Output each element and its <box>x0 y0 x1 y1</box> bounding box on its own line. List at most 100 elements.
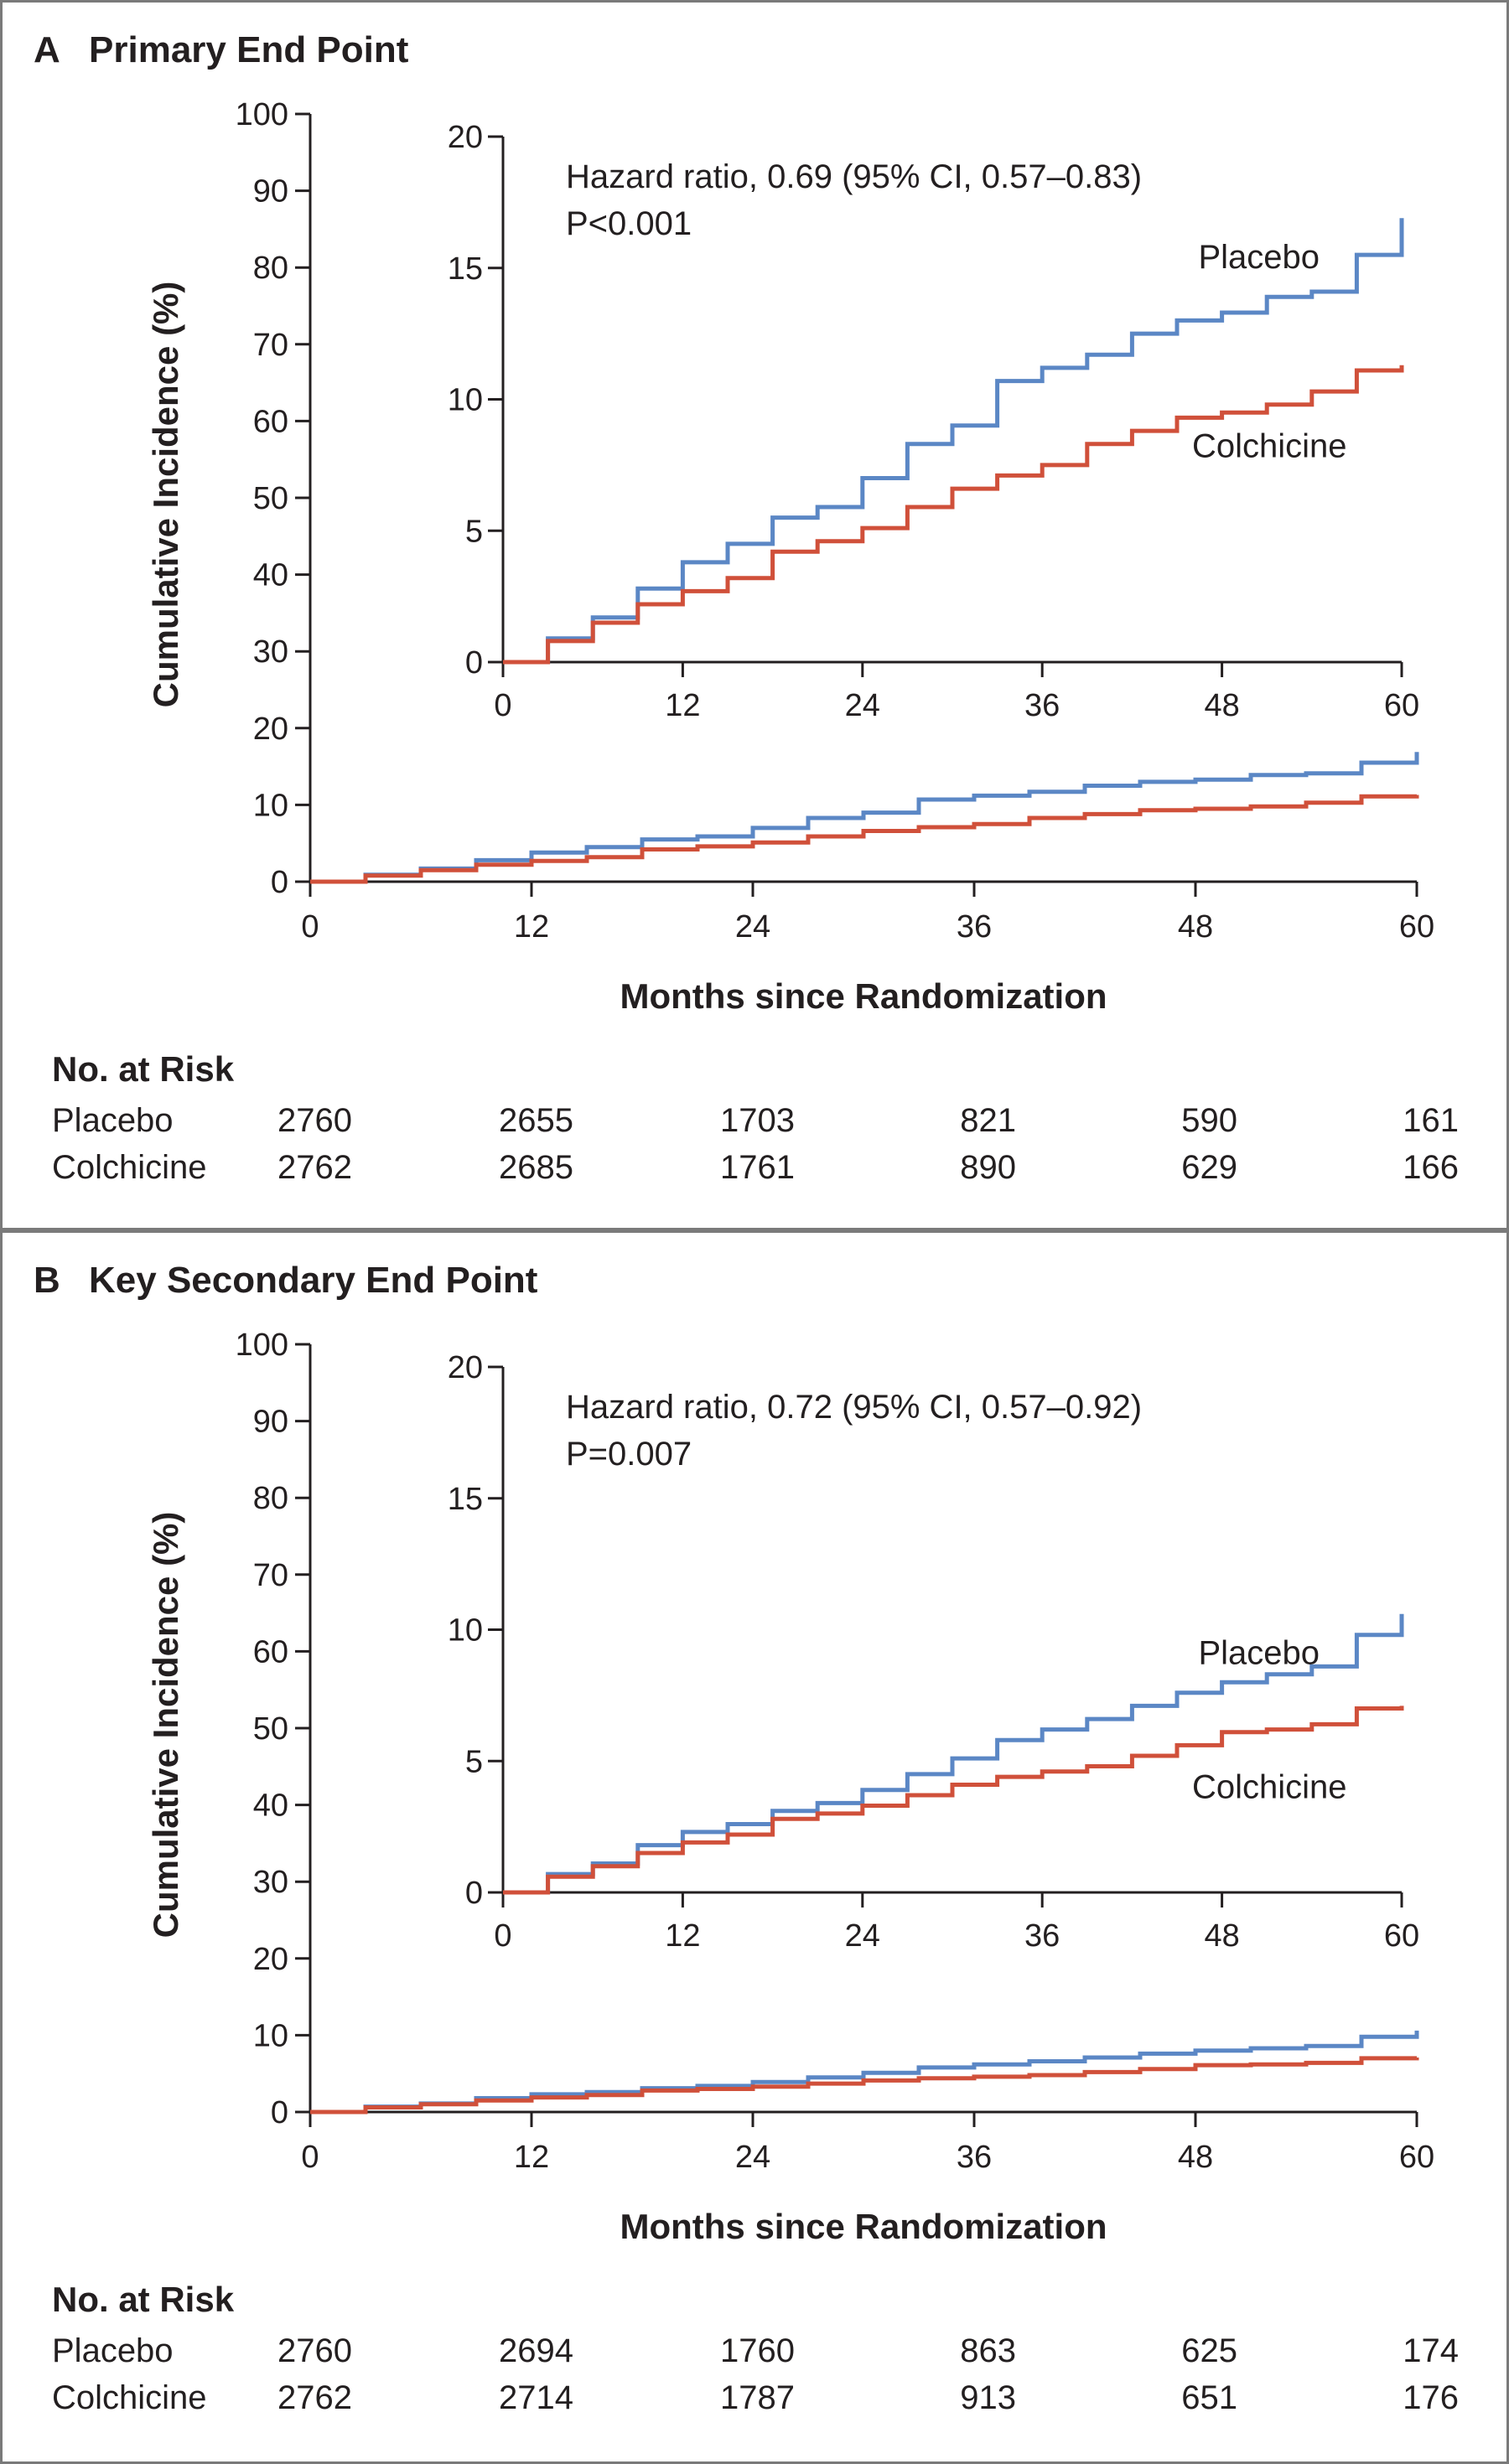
x-axis-title: Months since Randomization <box>620 2207 1107 2246</box>
panel-border <box>0 0 1509 1230</box>
inset-y-tick-label: 20 <box>448 120 483 155</box>
x-tick-label: 0 <box>301 2140 319 2175</box>
series-colchicine-line <box>310 794 1419 884</box>
x-tick-label: 12 <box>514 909 549 945</box>
y-tick-label: 40 <box>253 558 288 593</box>
panel-letter: B <box>34 1260 60 1301</box>
x-tick-label: 24 <box>735 2140 770 2175</box>
panel-letter: A <box>34 29 60 70</box>
risk-cell: 2762 <box>277 1149 352 1186</box>
placebo-label: Placebo <box>1198 1635 1320 1672</box>
y-tick-label: 80 <box>253 1481 288 1516</box>
y-tick-label: 90 <box>253 1405 288 1440</box>
y-tick-label: 100 <box>236 1328 288 1363</box>
x-axis-title: Months since Randomization <box>620 976 1107 1016</box>
risk-cell: 2762 <box>277 2379 352 2416</box>
inset-y-tick-label: 20 <box>448 1350 483 1385</box>
risk-row-label-colchicine: Colchicine <box>52 1149 207 1186</box>
y-axis-title: Cumulative Incidence (%) <box>146 282 185 708</box>
y-tick-label: 60 <box>253 1634 288 1669</box>
risk-cell: 890 <box>960 1149 1016 1186</box>
series-placebo-line <box>310 752 1419 884</box>
y-tick-label: 50 <box>253 1711 288 1747</box>
risk-cell: 1787 <box>720 2379 795 2416</box>
x-tick-label: 36 <box>957 2140 992 2175</box>
risk-row-label-colchicine: Colchicine <box>52 2379 207 2416</box>
inset-series-placebo-line <box>503 218 1404 665</box>
inset-x-tick-label: 60 <box>1384 1918 1419 1954</box>
risk-cell: 863 <box>960 2332 1016 2369</box>
y-tick-label: 70 <box>253 1558 288 1593</box>
inset-x-tick-label: 12 <box>665 688 700 723</box>
hazard-ratio-text: Hazard ratio, 0.72 (95% CI, 0.57–0.92) <box>566 1389 1142 1426</box>
risk-table-title: No. at Risk <box>52 1049 235 1089</box>
y-tick-label: 90 <box>253 174 288 210</box>
inset-y-tick-label: 5 <box>465 514 483 549</box>
colchicine-label: Colchicine <box>1192 1768 1347 1805</box>
inset-x-tick-label: 48 <box>1204 688 1239 723</box>
inset-y-tick-label: 10 <box>448 1613 483 1649</box>
series-placebo-line <box>310 2030 1419 2115</box>
risk-cell: 161 <box>1403 1102 1459 1139</box>
y-tick-label: 30 <box>253 1865 288 1900</box>
panel-a: A Primary End Point0102030405060708090100… <box>0 0 1509 1230</box>
y-tick-label: 70 <box>253 328 288 363</box>
y-tick-label: 40 <box>253 1788 288 1824</box>
panel-border <box>0 1230 1509 2464</box>
x-tick-label: 48 <box>1178 909 1213 945</box>
inset-x-tick-label: 0 <box>494 688 511 723</box>
risk-cell: 913 <box>960 2379 1016 2416</box>
risk-row-label-placebo: Placebo <box>52 1102 174 1139</box>
risk-cell: 2760 <box>277 2332 352 2369</box>
risk-cell: 2760 <box>277 1102 352 1139</box>
inset-y-tick-label: 10 <box>448 383 483 418</box>
risk-cell: 590 <box>1181 1102 1237 1139</box>
inset-x-tick-label: 36 <box>1024 1918 1060 1954</box>
x-tick-label: 12 <box>514 2140 549 2175</box>
y-tick-label: 80 <box>253 251 288 286</box>
inset-x-tick-label: 48 <box>1204 1918 1239 1954</box>
series-colchicine-line <box>310 2056 1419 2115</box>
risk-cell: 625 <box>1181 2332 1237 2369</box>
y-tick-label: 10 <box>253 2018 288 2053</box>
y-tick-label: 10 <box>253 788 288 823</box>
y-tick-label: 30 <box>253 634 288 670</box>
risk-cell: 2694 <box>499 2332 573 2369</box>
inset-y-tick-label: 15 <box>448 251 483 287</box>
p-value-text: P<0.001 <box>566 205 692 242</box>
inset-y-tick-label: 0 <box>465 1876 483 1911</box>
risk-cell: 2714 <box>499 2379 573 2416</box>
placebo-label: Placebo <box>1198 239 1320 276</box>
x-tick-label: 48 <box>1178 2140 1213 2175</box>
risk-cell: 1703 <box>720 1102 795 1139</box>
y-tick-label: 0 <box>271 865 288 900</box>
inset-x-tick-label: 24 <box>845 688 880 723</box>
x-tick-label: 0 <box>301 909 319 945</box>
panel-title: Key Secondary End Point <box>89 1260 538 1301</box>
inset-x-tick-label: 60 <box>1384 688 1419 723</box>
inset-x-tick-label: 12 <box>665 1918 700 1954</box>
risk-table-title: No. at Risk <box>52 2280 235 2319</box>
inset-y-tick-label: 15 <box>448 1482 483 1517</box>
y-tick-label: 0 <box>271 2095 288 2130</box>
p-value-text: P=0.007 <box>566 1436 692 1473</box>
inset-y-tick-label: 5 <box>465 1744 483 1779</box>
y-tick-label: 100 <box>236 97 288 132</box>
y-tick-label: 50 <box>253 481 288 516</box>
risk-cell: 2685 <box>499 1149 573 1186</box>
x-tick-label: 24 <box>735 909 770 945</box>
inset-y-tick-label: 0 <box>465 645 483 681</box>
inset-x-tick-label: 0 <box>494 1918 511 1954</box>
risk-cell: 651 <box>1181 2379 1237 2416</box>
inset-axes: 0 5 10 15 20 0 12 24 36 48 60 Hazard ratio, 0.69 (9… <box>448 120 1419 723</box>
inset-series-placebo-line <box>503 1613 1404 1895</box>
x-tick-label: 60 <box>1399 2140 1434 2175</box>
panel-title: Primary End Point <box>89 29 409 70</box>
hazard-ratio-text: Hazard ratio, 0.69 (95% CI, 0.57–0.83) <box>566 158 1142 195</box>
inset-axes: 0 5 10 15 20 0 12 24 36 48 60 Hazard ratio, 0.72 (9… <box>448 1350 1419 1954</box>
x-tick-label: 60 <box>1399 909 1434 945</box>
colchicine-label: Colchicine <box>1192 428 1347 465</box>
